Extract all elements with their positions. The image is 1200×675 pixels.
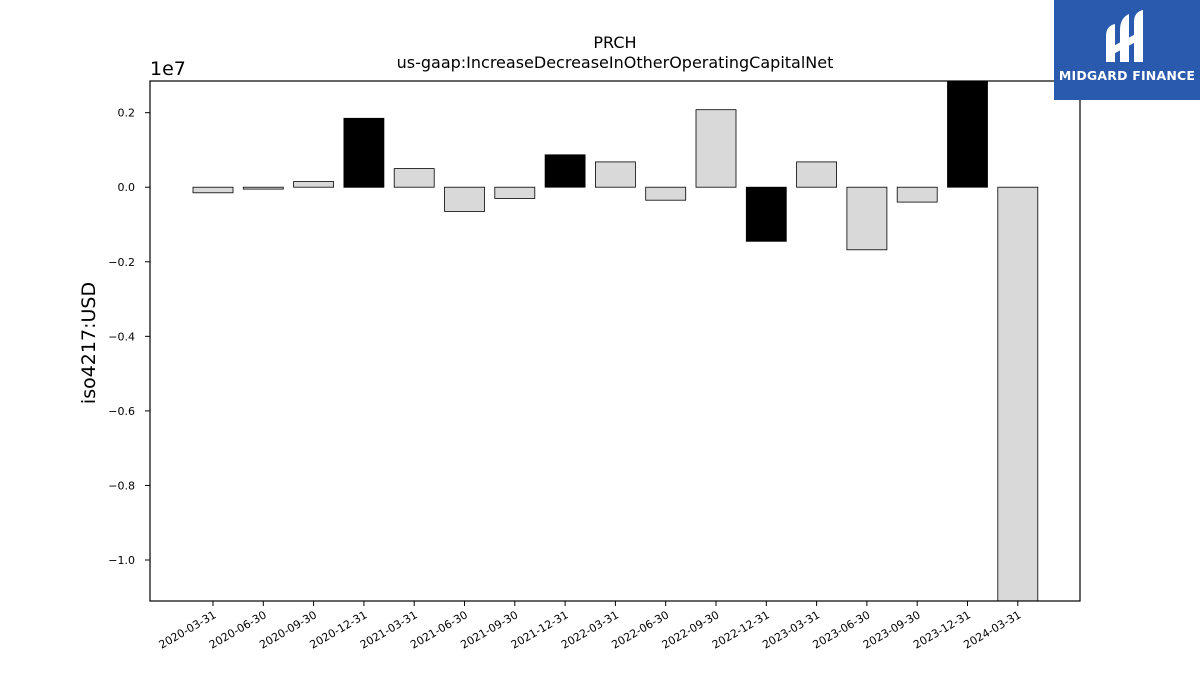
midgard-finance-logo: MIDGARD FINANCE xyxy=(1054,0,1200,100)
y-tick-label: −0.2 xyxy=(108,256,135,269)
bar-2024-03-31 xyxy=(997,186,1039,602)
y-tick-label: 0.0 xyxy=(118,181,136,194)
bar-2020-09-30 xyxy=(293,181,335,188)
x-tick-label: 2024-03-31 xyxy=(961,608,1023,651)
logo-text: MIDGARD FINANCE xyxy=(1058,68,1196,83)
bar-2021-09-30 xyxy=(494,186,536,199)
bar-2020-12-31 xyxy=(343,117,385,188)
bar-2022-09-30 xyxy=(695,109,737,188)
chart-subtitle: us-gaap:IncreaseDecreaseInOtherOperating… xyxy=(397,53,834,72)
plot-frame xyxy=(149,80,1081,602)
y-tick-label: −0.4 xyxy=(108,330,135,343)
midgard-logo-icon xyxy=(1106,10,1143,62)
bar-2020-03-31 xyxy=(192,186,234,194)
x-ticks-group: 2020-03-312020-06-302020-09-302020-12-31… xyxy=(157,601,1023,652)
bar-2021-03-31 xyxy=(393,168,435,188)
bar-2022-03-31 xyxy=(595,161,636,188)
y-ticks-group: 0.2 0.0 −0.2 −0.4 −0.6 −0.8 −1.0 xyxy=(108,107,150,567)
bars-group xyxy=(192,80,1039,602)
y-scale-label: 1e7 xyxy=(150,58,186,80)
bar-2022-12-31 xyxy=(745,186,787,242)
y-tick-label: 0.2 xyxy=(118,107,136,120)
bar-2021-12-31 xyxy=(544,154,586,188)
bar-2023-12-31 xyxy=(947,80,988,188)
bar-2022-06-30 xyxy=(645,186,687,201)
y-tick-label: −0.8 xyxy=(108,479,135,492)
y-tick-label: −0.6 xyxy=(108,405,135,418)
y-axis-label: iso4217:USD xyxy=(78,282,100,404)
bar-2021-06-30 xyxy=(444,186,485,212)
bar-2020-06-30 xyxy=(242,186,284,190)
y-tick-label: −1.0 xyxy=(108,554,135,567)
bar-2023-03-31 xyxy=(796,161,837,188)
bar-2023-06-30 xyxy=(846,186,888,251)
bar-2023-09-30 xyxy=(896,186,938,203)
chart-title: PRCH xyxy=(593,33,636,52)
